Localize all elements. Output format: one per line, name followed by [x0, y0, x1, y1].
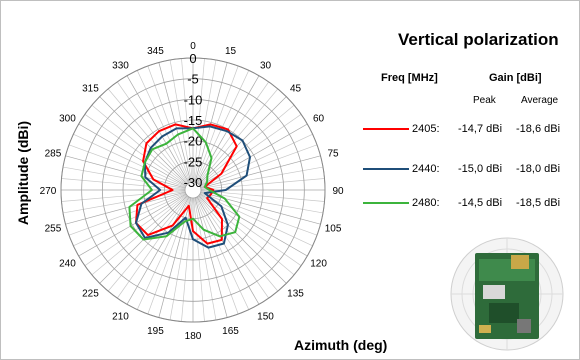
legend-avg-2480: -18,5 dBi	[516, 197, 561, 209]
chart-title: Vertical polarization	[398, 30, 559, 49]
angle-tick-label: 60	[313, 114, 325, 125]
legend-freq-2440: 2440:	[412, 163, 440, 175]
angle-tick-label: 300	[59, 114, 76, 125]
angle-tick-label: 90	[332, 186, 344, 197]
angle-tick-label: 150	[257, 312, 274, 323]
y-axis-label: Amplitude (dBi)	[15, 120, 31, 226]
angle-tick-label: 30	[260, 60, 272, 71]
angle-tick-label: 165	[222, 326, 239, 337]
angle-tick-label: 75	[327, 148, 339, 159]
grid-ring	[184, 181, 202, 199]
angle-tick-label: 345	[147, 46, 164, 57]
angle-tick-label: 270	[40, 186, 57, 197]
angle-tick-label: 45	[290, 83, 302, 94]
angle-tick-label: 330	[112, 60, 129, 71]
antenna-board-photo	[450, 237, 564, 351]
legend-freq-2480: 2480:	[412, 197, 440, 209]
angle-tick-label: 240	[59, 259, 76, 270]
angle-tick-label: 255	[45, 224, 62, 235]
legend-peak-2480: -14,5 dBi	[458, 197, 503, 209]
outer-ring	[60, 57, 326, 323]
radial-tick-label: -5	[187, 72, 199, 87]
radial-tick-label: -20	[184, 134, 203, 149]
legend-avg-2440: -18,0 dBi	[516, 163, 561, 175]
angle-tick-label: 195	[147, 326, 164, 337]
legend-peak-2405: -14,7 dBi	[458, 123, 503, 135]
angle-tick-label: 120	[310, 259, 327, 270]
legend-avg-2405: -18,6 dBi	[516, 123, 561, 135]
angle-tick-label: 105	[325, 224, 342, 235]
series-line-2	[128, 127, 241, 241]
peak-header: Peak	[473, 95, 496, 106]
x-axis-label: Azimuth (deg)	[294, 337, 388, 353]
angle-tick-label: 15	[225, 46, 237, 57]
angle-tick-label: 210	[112, 312, 129, 323]
radial-tick-label: -30	[184, 175, 203, 190]
angle-tick-label: 180	[185, 331, 202, 342]
angle-tick-label: 0	[190, 41, 196, 52]
legend-peak-2440: -15,0 dBi	[458, 163, 503, 175]
freq-header: Freq [MHz]	[381, 72, 438, 84]
radial-tick-label: -10	[184, 92, 203, 107]
angle-tick-label: 285	[45, 148, 62, 159]
legend-freq-2405: 2405:	[412, 123, 440, 135]
average-header: Average	[521, 95, 559, 106]
angle-tick-label: 225	[82, 289, 99, 300]
radial-tick-label: -15	[184, 113, 203, 128]
radial-tick-label: -25	[184, 154, 203, 169]
angle-tick-label: 315	[82, 83, 99, 94]
gain-header: Gain [dBi]	[489, 72, 542, 84]
grid-ring	[81, 78, 305, 302]
grid-ring	[122, 119, 264, 261]
radial-tick-label: 0	[189, 51, 196, 66]
grid-ring	[101, 98, 285, 282]
angle-tick-label: 135	[287, 289, 304, 300]
series-line-0	[135, 123, 238, 245]
